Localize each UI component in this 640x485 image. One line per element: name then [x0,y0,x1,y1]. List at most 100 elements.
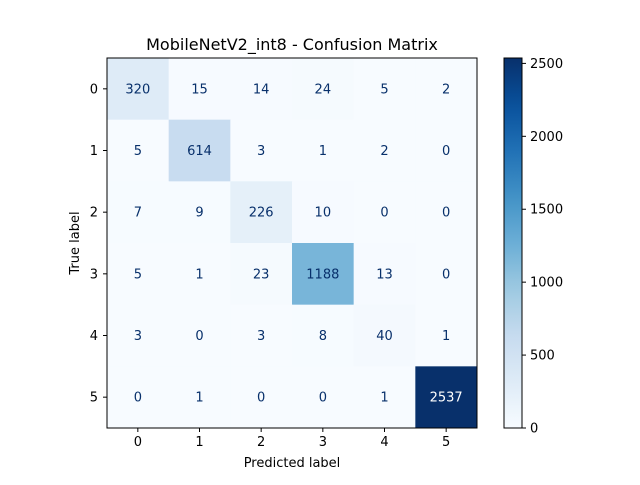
heatmap-cell [292,119,355,182]
heatmap-cell [415,243,478,306]
heatmap-cell [292,181,355,244]
heatmap-cell [168,181,231,244]
heatmap-cell [415,119,478,182]
cell-value-label: 0 [319,391,327,406]
colorbar-tick-label: 0 [530,422,538,437]
cell-value-label: 5 [134,144,142,159]
cell-value-label: 40 [376,329,393,344]
y-tick-label: 0 [90,82,98,97]
cell-value-label: 3 [134,329,142,344]
heatmap-cell [107,366,170,429]
cell-value-label: 10 [315,206,332,221]
cell-value-label: 226 [249,206,274,221]
heatmap-cell [230,304,293,367]
cell-value-labels: 320 15 14 24 5 25 614 3 1 2 07 9 226 10 0 05 1 23 1188 13 03… [125,82,462,405]
heatmap-cell [353,243,416,306]
x-axis-ticks: 0 1 2 3 4 5 [134,428,450,450]
heatmap-cell [107,119,170,182]
heatmap-cell [230,119,293,182]
y-tick-label: 3 [90,267,98,282]
heatmap-cell [353,58,416,121]
cell-value-label: 1188 [306,267,339,282]
cell-value-label: 14 [253,82,270,97]
heatmap-cell [415,366,478,429]
heatmap-cell [353,119,416,182]
cell-value-label: 15 [191,82,208,97]
cell-value-label: 8 [319,329,327,344]
cell-value-label: 2 [380,144,388,159]
x-axis-label: Predicted label [244,456,341,471]
y-tick-label: 1 [90,144,98,159]
cell-value-label: 3 [257,329,265,344]
colorbar-tick-label: 1000 [530,276,563,291]
x-tick-label: 2 [257,435,265,450]
cell-value-label: 24 [315,82,332,97]
heatmap-cell [168,243,231,306]
cell-value-label: 0 [442,267,450,282]
cell-value-label: 0 [442,206,450,221]
heatmap-cell [168,304,231,367]
cell-value-label: 1 [380,391,388,406]
chart-title: MobileNetV2_int8 - Confusion Matrix [146,35,438,55]
cell-value-label: 5 [380,82,388,97]
heatmap-cell [168,366,231,429]
heatmap-cell [415,304,478,367]
heatmap-cell [230,366,293,429]
cell-value-label: 1 [319,144,327,159]
heatmap-cell [168,58,231,121]
colorbar-tick-label: 2000 [530,130,563,145]
heatmap-cell [230,181,293,244]
heatmap-cell [230,58,293,121]
axes-frame [106,57,478,429]
heatmap-cell [107,181,170,244]
cell-value-label: 0 [257,391,265,406]
colorbar [503,57,523,429]
heatmap-cell [292,304,355,367]
cell-value-label: 614 [187,144,212,159]
cell-value-label: 0 [134,391,142,406]
heatmap-cell [292,366,355,429]
colorbar-tick-label: 1500 [530,203,563,218]
cell-value-label: 0 [442,144,450,159]
heatmap-cell [353,366,416,429]
heatmap-cell [230,243,293,306]
y-tick-label: 5 [90,391,98,406]
y-axis-ticks: 0 1 2 3 4 5 [90,82,107,406]
cell-value-label: 0 [195,329,203,344]
heatmap-cell [415,58,478,121]
cell-value-label: 9 [195,206,203,221]
cell-value-label: 0 [380,206,388,221]
x-tick-label: 0 [134,435,142,450]
x-tick-label: 3 [319,435,327,450]
heatmap-cell [107,58,170,121]
cell-value-label: 23 [253,267,270,282]
x-tick-label: 4 [380,435,388,450]
cell-value-label: 1 [195,267,203,282]
heatmap-cell [353,181,416,244]
heatmap-cell [292,243,355,306]
y-axis-label: True label [68,211,83,275]
heatmap-cell [107,243,170,306]
colorbar-ticks: 0 500 1000 1500 2000 2500 [522,57,563,437]
cell-value-label: 320 [125,82,150,97]
x-tick-label: 5 [442,435,450,450]
cell-value-label: 2537 [430,391,463,406]
y-tick-label: 4 [90,329,98,344]
cell-value-label: 3 [257,144,265,159]
heatmap-cell [353,304,416,367]
cell-value-label: 13 [376,267,393,282]
cell-value-label: 1 [442,329,450,344]
cell-value-label: 5 [134,267,142,282]
x-tick-label: 1 [195,435,203,450]
cell-value-label: 1 [195,391,203,406]
colorbar-tick-label: 2500 [530,57,563,72]
heatmap-cell [168,119,231,182]
heatmap-cell [292,58,355,121]
cell-value-label: 2 [442,82,450,97]
y-tick-label: 2 [90,206,98,221]
cell-value-label: 7 [134,206,142,221]
heatmap-cell [415,181,478,244]
colorbar-tick-label: 500 [530,349,555,364]
